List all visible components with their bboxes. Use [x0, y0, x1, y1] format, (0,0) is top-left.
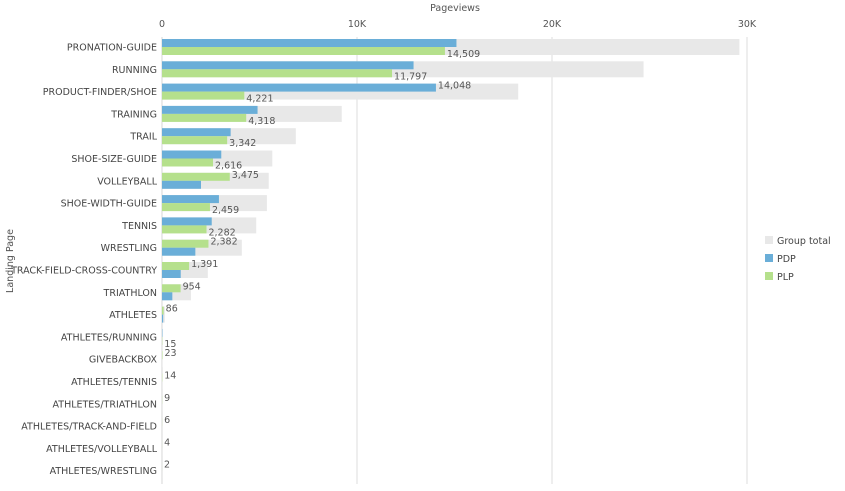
data-label: 15 [164, 339, 176, 350]
plp-bar [162, 158, 214, 167]
category-label: VOLLEYBALL [97, 176, 158, 187]
pdp-bar [162, 247, 196, 256]
legend-label: Group total [777, 236, 831, 247]
data-label: 2,382 [210, 237, 237, 248]
pdp-bar [162, 180, 201, 189]
plp-bar [162, 306, 164, 315]
plp-bar [162, 203, 210, 212]
pdp-bar [162, 128, 231, 137]
data-label: 954 [183, 281, 201, 292]
category-label: TRAIL [129, 132, 157, 143]
plp-bar [162, 225, 207, 234]
data-label: 14 [164, 371, 176, 382]
data-label: 4 [164, 437, 170, 448]
legend-swatch [765, 236, 773, 244]
x-tick-label: 0 [159, 19, 165, 30]
pdp-bar [162, 61, 414, 70]
plp-bar [162, 113, 247, 122]
data-label: 1,391 [191, 259, 218, 270]
category-label: PRONATION-GUIDE [67, 43, 157, 54]
plp-bar [162, 69, 393, 78]
category-label: GIVEBACKBOX [89, 355, 158, 366]
category-label: TRAINING [110, 109, 157, 120]
pdp-bar [162, 39, 457, 47]
legend-swatch [765, 254, 773, 262]
data-label: 2,282 [208, 227, 235, 238]
data-label: 2 [164, 460, 170, 471]
legend: Group total PDP PLP [765, 236, 831, 283]
axis-layer: Pageviews Landing Page 0 10K 20K 30K PRONATI… [5, 3, 757, 477]
bar-layer [162, 39, 740, 479]
category-label: ATHLETES/VOLLEYBALL [46, 444, 158, 455]
data-label: 14,509 [447, 49, 480, 60]
data-label: 3,475 [232, 170, 259, 181]
legend-swatch [765, 272, 773, 280]
plp-bar [162, 136, 228, 145]
data-label: 2,459 [212, 205, 239, 216]
pdp-bar [162, 217, 212, 226]
category-label: WRESTLING [101, 243, 157, 254]
plp-bar [162, 47, 445, 55]
data-label: 6 [164, 415, 170, 426]
x-axis-title: Pageviews [430, 3, 480, 14]
data-label: 14,048 [438, 81, 471, 92]
x-tick-label: 10K [348, 19, 367, 30]
category-label: ATHLETES/TENNIS [71, 377, 157, 388]
plp-bar [162, 172, 230, 181]
y-axis-title: Landing Page [5, 229, 16, 293]
category-label: ATHLETES/TRIATHLON [53, 399, 158, 410]
plp-bar [162, 91, 245, 100]
data-label: 23 [164, 348, 176, 359]
category-label: TRIATHLON [103, 288, 157, 299]
data-label: 4,318 [248, 116, 275, 127]
plp-bar [162, 239, 209, 248]
x-tick-label: 30K [738, 19, 757, 30]
category-label: ATHLETES/WRESTLING [50, 466, 157, 477]
category-label: PRODUCT-FINDER/SHOE [43, 87, 157, 98]
data-label-layer: 14,509 11,797 14,048 4,221 4,318 3,342 2,6163,… [164, 49, 480, 471]
pdp-bar [162, 292, 173, 301]
category-label: SHOE-WIDTH-GUIDE [61, 199, 157, 210]
category-label: ATHLETES [109, 310, 157, 321]
data-label: 86 [166, 304, 178, 315]
x-tick-label: 20K [543, 19, 562, 30]
legend-label: PLP [777, 272, 794, 283]
pdp-bar [162, 314, 164, 323]
data-label: 3,342 [229, 138, 256, 149]
category-label: TENNIS [121, 221, 157, 232]
legend-label: PDP [777, 254, 796, 265]
pdp-bar [162, 270, 181, 278]
plp-bar [162, 262, 190, 270]
pdp-bar [162, 83, 436, 92]
pdp-bar [162, 150, 222, 159]
category-label: TRACK-FIELD-CROSS-COUNTRY [10, 266, 157, 277]
category-label: ATHLETES/RUNNING [61, 332, 157, 343]
data-label: 2,616 [215, 161, 242, 172]
category-label: RUNNING [112, 65, 157, 76]
plp-bar [162, 284, 181, 293]
pdp-bar [162, 195, 219, 204]
data-label: 9 [164, 393, 170, 404]
category-label: ATHLETES/TRACK-AND-FIELD [21, 422, 157, 433]
data-label: 11,797 [394, 71, 427, 82]
category-label: SHOE-SIZE-GUIDE [71, 154, 157, 165]
pdp-bar [162, 105, 258, 114]
data-label: 4,221 [246, 94, 273, 105]
